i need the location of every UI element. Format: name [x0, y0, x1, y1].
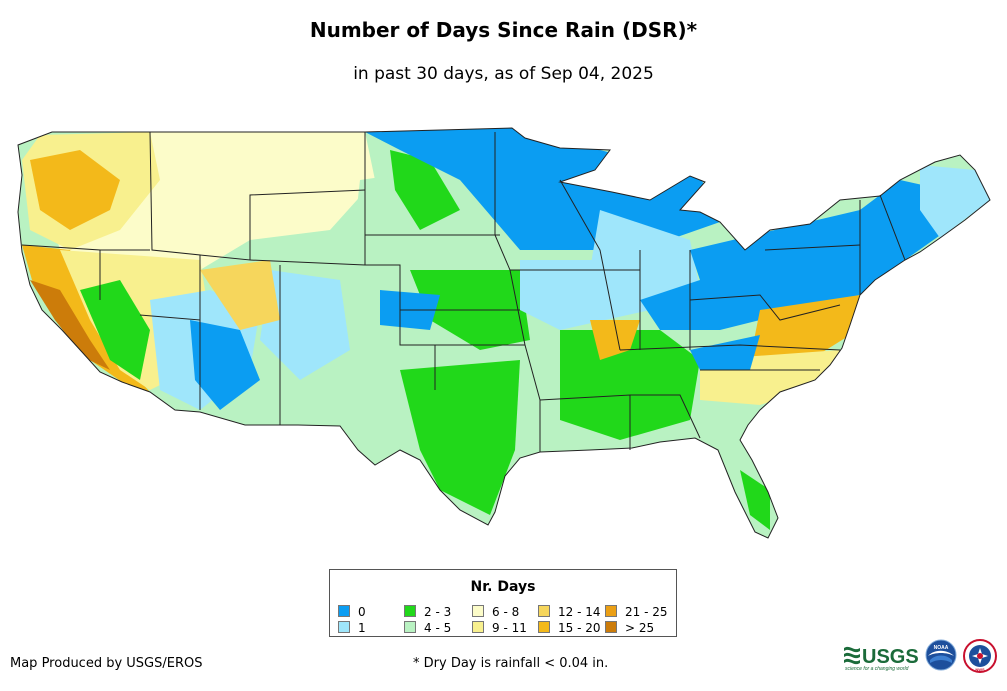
legend: Nr. Days 0 1 2 - 3 4 - 5 6 - 8 9 - 11 12…	[329, 569, 677, 637]
nws-logo: NWS	[963, 639, 997, 673]
legend-swatch	[472, 605, 484, 617]
conus-dsr-map	[17, 127, 991, 539]
legend-item-8: 21 - 25	[605, 605, 668, 619]
legend-item-6: 12 - 14	[538, 605, 601, 619]
dry-day-note: * Dry Day is rainfall < 0.04 in.	[413, 656, 609, 671]
map-title: Number of Days Since Rain (DSR)*	[309, 18, 698, 42]
legend-item-1: 1	[338, 621, 366, 635]
legend-label: 1	[358, 621, 366, 635]
usgs-logo: USGS science for a changing world	[844, 646, 919, 672]
legend-swatch	[605, 605, 617, 617]
legend-label: > 25	[625, 621, 655, 635]
legend-item-2: 2 - 3	[404, 605, 451, 619]
noaa-logo-text: NOAA	[934, 645, 949, 651]
legend-swatch	[338, 621, 350, 633]
usgs-logo-tagline: science for a changing world	[845, 666, 909, 672]
legend-swatch	[404, 605, 416, 617]
legend-label: 21 - 25	[625, 605, 668, 619]
legend-title: Nr. Days	[470, 579, 536, 595]
legend-label: 0	[358, 605, 366, 619]
legend-item-4: 6 - 8	[472, 605, 519, 619]
legend-label: 9 - 11	[492, 621, 527, 635]
legend-label: 2 - 3	[424, 605, 452, 619]
legend-label: 6 - 8	[492, 605, 520, 619]
legend-swatch	[605, 621, 617, 633]
legend-item-3: 4 - 5	[404, 621, 451, 635]
legend-swatch	[538, 621, 550, 633]
legend-swatch	[338, 605, 350, 617]
legend-item-5: 9 - 11	[472, 621, 527, 635]
legend-label: 12 - 14	[558, 605, 601, 619]
legend-item-0: 0	[338, 605, 366, 619]
usgs-logo-text: USGS	[862, 646, 919, 668]
nws-logo-text: NWS	[975, 667, 985, 672]
map-subtitle: in past 30 days, as of Sep 04, 2025	[353, 64, 654, 84]
legend-item-9: > 25	[605, 621, 654, 635]
noaa-logo: NOAA	[925, 639, 957, 671]
legend-swatch	[472, 621, 484, 633]
map-credit: Map Produced by USGS/EROS	[10, 656, 203, 671]
legend-swatch	[538, 605, 550, 617]
legend-label: 4 - 5	[424, 621, 452, 635]
legend-label: 15 - 20	[558, 621, 601, 635]
legend-swatch	[404, 621, 416, 633]
legend-item-7: 15 - 20	[538, 621, 601, 635]
